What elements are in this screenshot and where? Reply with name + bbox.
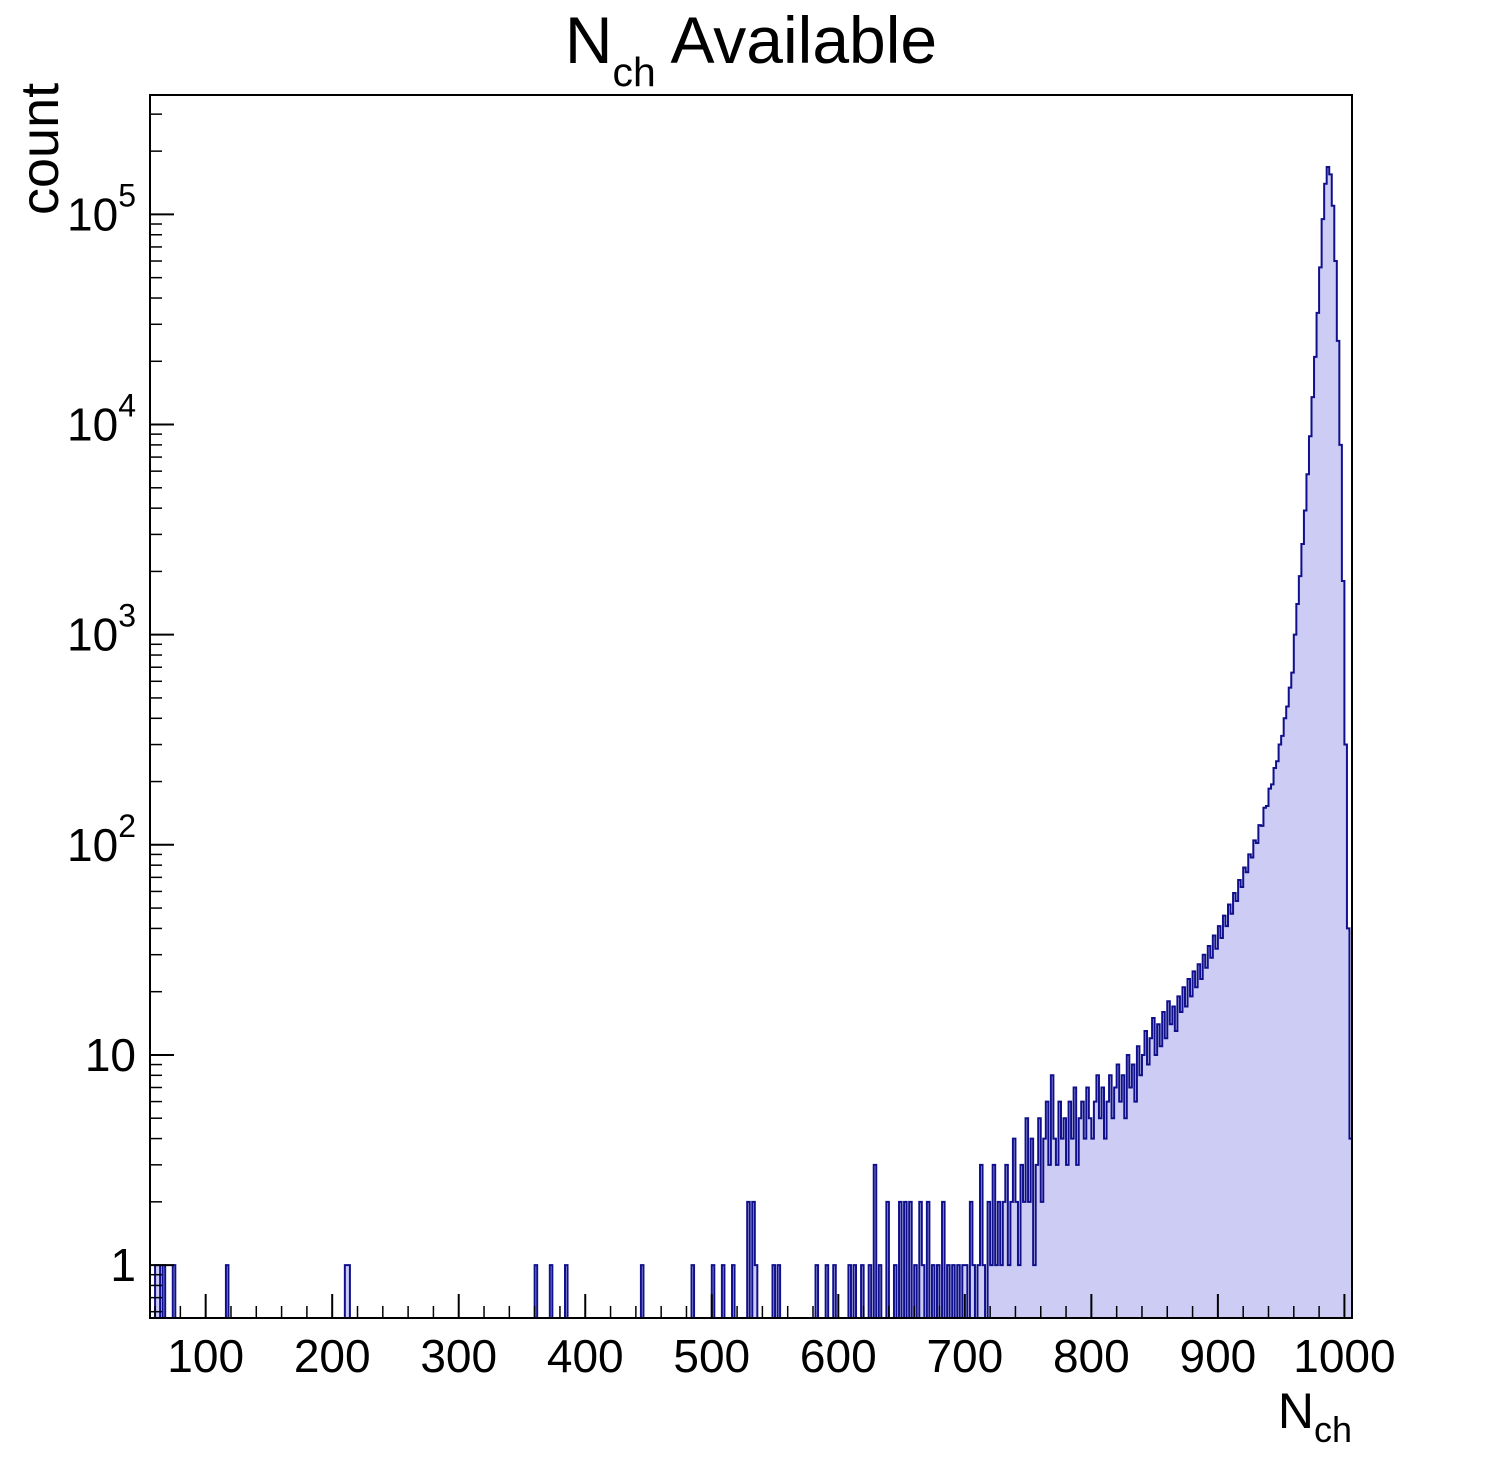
x-tick-label: 300 [420, 1330, 497, 1382]
x-axis-label: Nch [1278, 1383, 1352, 1450]
y-axis-label: count [10, 83, 70, 215]
x-tick-label: 1000 [1293, 1330, 1395, 1382]
y-tick-label: 103 [67, 598, 136, 661]
chart-title-rest: Available [655, 3, 938, 77]
y-tick-label: 105 [67, 177, 136, 240]
y-tick-label: 104 [67, 388, 136, 451]
x-tick-label: 900 [1180, 1330, 1257, 1382]
x-tick-label: 600 [800, 1330, 877, 1382]
x-tick-label: 800 [1053, 1330, 1130, 1382]
x-tick-label: 100 [167, 1330, 244, 1382]
x-tick-label: 500 [673, 1330, 750, 1382]
y-tick-label: 102 [67, 808, 136, 871]
chart-title-main: N [564, 3, 613, 77]
chart-title-sub: ch [612, 49, 656, 96]
histogram-series [150, 166, 1353, 1319]
y-tick-label: 10 [85, 1029, 136, 1081]
plot-frame [149, 94, 1353, 1319]
x-tick-label: 700 [926, 1330, 1003, 1382]
x-tick-label: 200 [294, 1330, 371, 1382]
y-tick-label: 1 [110, 1239, 136, 1291]
x-tick-label: 400 [547, 1330, 624, 1382]
chart-title: Nch Available [150, 2, 1352, 95]
